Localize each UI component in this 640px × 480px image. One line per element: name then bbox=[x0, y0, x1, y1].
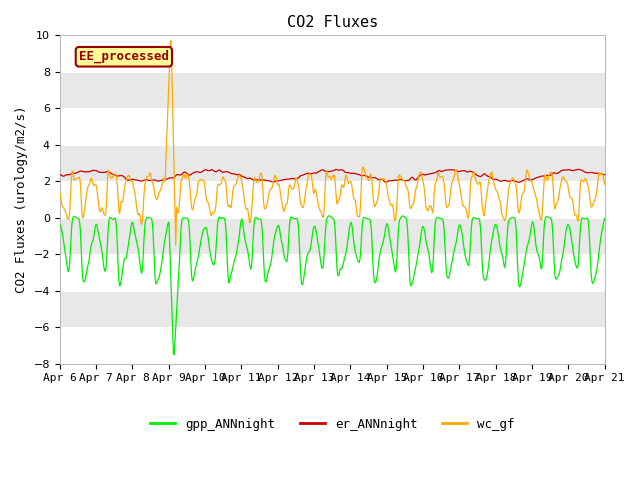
Bar bbox=[60, 72, 605, 108]
Bar bbox=[60, 291, 605, 327]
Title: CO2 Fluxes: CO2 Fluxes bbox=[287, 15, 378, 30]
Bar bbox=[60, 145, 605, 181]
Legend: gpp_ANNnight, er_ANNnight, wc_gf: gpp_ANNnight, er_ANNnight, wc_gf bbox=[145, 413, 520, 436]
Bar bbox=[60, 218, 605, 254]
Y-axis label: CO2 Fluxes (urology/m2/s): CO2 Fluxes (urology/m2/s) bbox=[15, 106, 28, 293]
Text: EE_processed: EE_processed bbox=[79, 50, 169, 63]
